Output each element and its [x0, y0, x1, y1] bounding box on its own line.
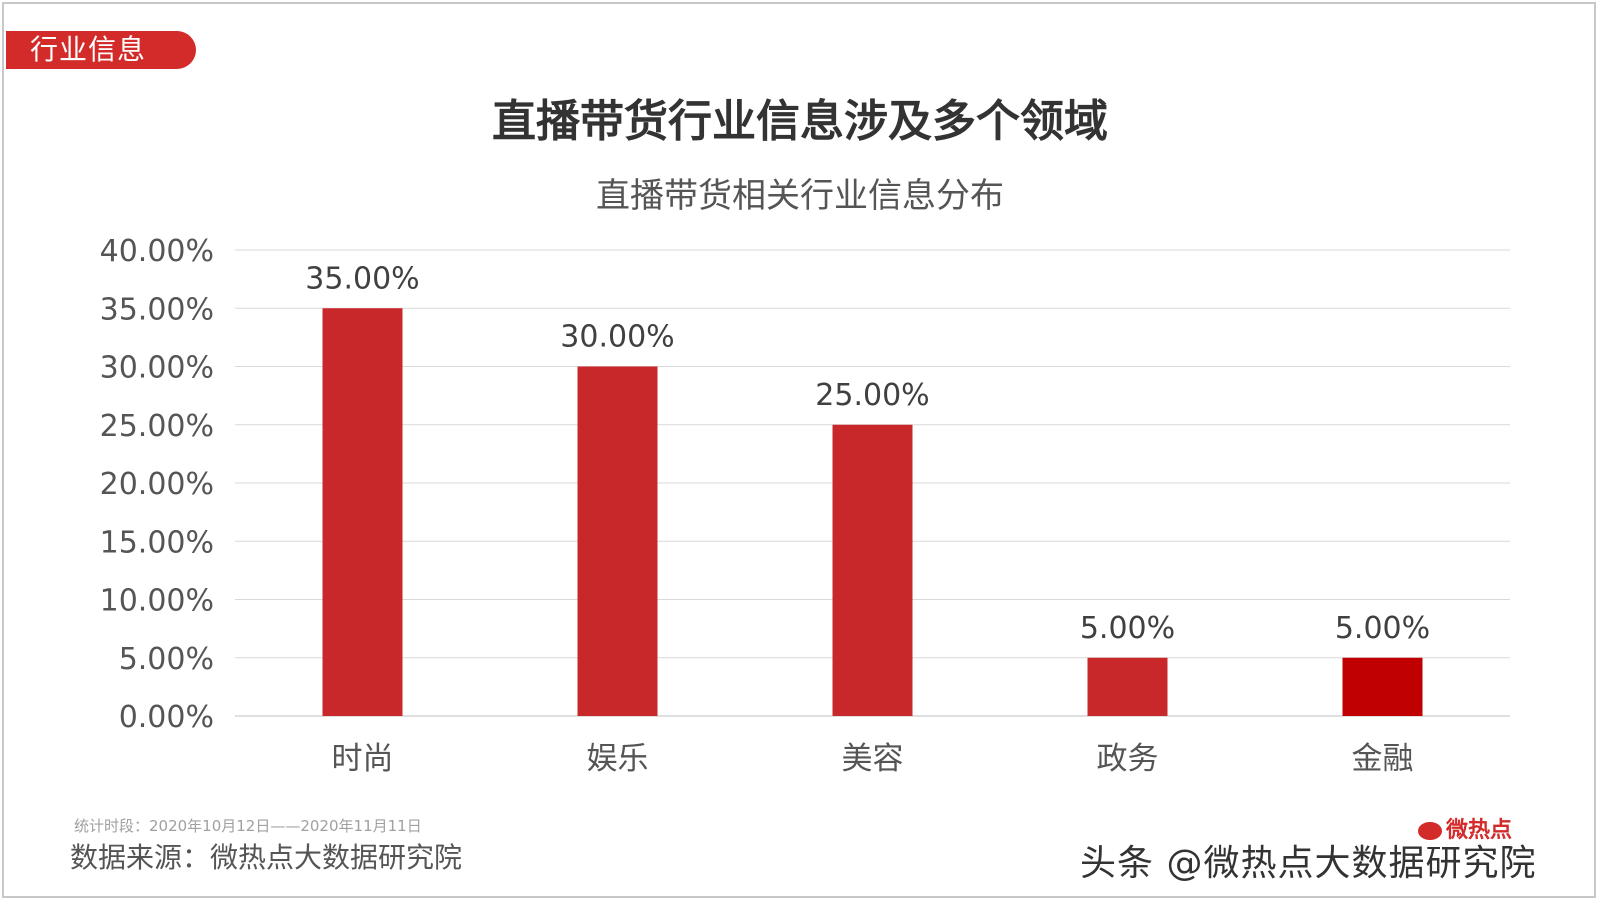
logo-text: 微热点: [1446, 818, 1513, 843]
section-tag: 行业信息: [6, 31, 196, 69]
bar-value-label: 30.00%: [560, 320, 674, 355]
y-tick-label: 5.00%: [119, 642, 214, 677]
bar-series: [322, 308, 1423, 716]
weiredian-logo: 微热点: [1418, 812, 1512, 844]
y-tick-label: 20.00%: [100, 467, 214, 502]
bar-value-label: 35.00%: [305, 261, 419, 296]
bar: [1087, 657, 1168, 716]
page-title: 直播带货行业信息涉及多个领域: [492, 96, 1108, 147]
x-tick-label: 娱乐: [587, 741, 649, 777]
bar: [322, 308, 403, 716]
watermark: 头条 @微热点大数据研究院: [1080, 843, 1537, 884]
bar: [1342, 657, 1423, 716]
x-tick-label: 时尚: [332, 741, 394, 777]
y-tick-label: 35.00%: [100, 292, 214, 327]
bar: [577, 366, 658, 716]
x-tick-label: 美容: [842, 741, 904, 777]
chart-title: 直播带货相关行业信息分布: [596, 176, 1004, 216]
y-tick-label: 10.00%: [100, 584, 214, 619]
y-tick-label: 40.00%: [100, 234, 214, 269]
x-axis: 时尚 娱乐 美容 政务 金融: [332, 741, 1414, 777]
y-tick-label: 30.00%: [100, 351, 214, 386]
bar: [832, 424, 913, 716]
y-tick-label: 0.00%: [119, 700, 214, 735]
data-labels: 35.00% 30.00% 25.00% 5.00% 5.00%: [305, 261, 1430, 646]
bar-value-label: 5.00%: [1080, 611, 1175, 646]
eye-icon: [1418, 822, 1442, 840]
bar-value-label: 25.00%: [815, 378, 929, 413]
x-tick-label: 政务: [1097, 741, 1159, 777]
y-tick-label: 15.00%: [100, 525, 214, 560]
period-note: 统计时段：2020年10月12日——2020年11月11日: [74, 817, 422, 835]
y-tick-label: 25.00%: [100, 409, 214, 444]
y-axis: 0.00% 5.00% 10.00% 15.00% 20.00% 25.00% 30.00%…: [100, 234, 214, 735]
data-source: 数据来源：微热点大数据研究院: [70, 841, 463, 874]
x-tick-label: 金融: [1352, 741, 1414, 777]
bar-value-label: 5.00%: [1335, 611, 1430, 646]
